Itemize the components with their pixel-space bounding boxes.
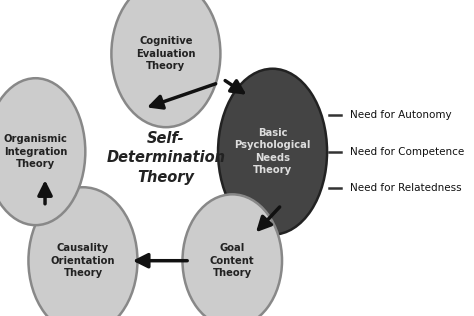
Text: Need for Autonomy: Need for Autonomy xyxy=(350,110,451,120)
Ellipse shape xyxy=(182,194,282,316)
Ellipse shape xyxy=(218,69,327,234)
Ellipse shape xyxy=(28,187,137,316)
Text: Basic
Psychological
Needs
Theory: Basic Psychological Needs Theory xyxy=(234,128,311,175)
Ellipse shape xyxy=(0,78,85,225)
Text: Causality
Orientation
Theory: Causality Orientation Theory xyxy=(51,243,115,278)
Ellipse shape xyxy=(111,0,220,127)
Text: Organismic
Integration
Theory: Organismic Integration Theory xyxy=(4,134,67,169)
Text: Cognitive
Evaluation
Theory: Cognitive Evaluation Theory xyxy=(136,36,196,71)
Text: Goal
Content
Theory: Goal Content Theory xyxy=(210,243,255,278)
Text: Need for Relatedness: Need for Relatedness xyxy=(350,183,461,193)
Text: Self-
Determination
Theory: Self- Determination Theory xyxy=(106,131,226,185)
Text: Need for Competence: Need for Competence xyxy=(350,147,464,157)
